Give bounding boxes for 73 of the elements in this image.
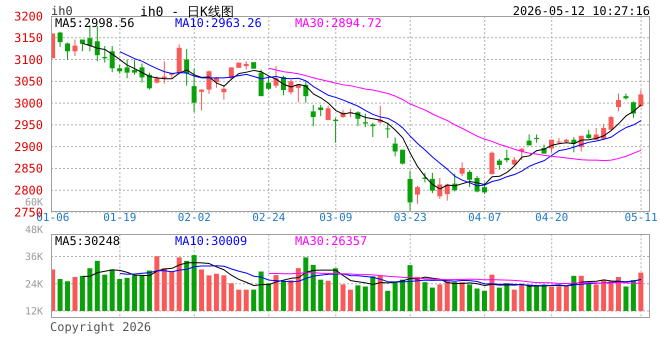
candlestick — [65, 42, 70, 60]
series-label: MA5:2998.56 — [55, 16, 134, 30]
x-tick-label: 02-24 — [252, 210, 286, 224]
y-tick-label: 60K — [24, 198, 43, 209]
y-tick-label: 24K — [24, 279, 43, 290]
line-series — [268, 68, 642, 162]
y-tick-label: 3150 — [14, 31, 43, 46]
y-tick-label: 48K — [24, 224, 43, 236]
text: MA10:2963.26 — [175, 16, 263, 30]
candlestick — [326, 105, 331, 121]
y-tick-label: 2950 — [14, 118, 43, 132]
candlestick — [526, 134, 532, 146]
candlestick — [460, 162, 465, 177]
candlestick — [414, 185, 420, 204]
candlestick — [400, 149, 406, 166]
candlestick — [496, 158, 502, 170]
y-tick-label: 3100 — [14, 52, 43, 67]
y-tick-label: 2900 — [14, 140, 43, 154]
x-tick-label: 01-19 — [103, 210, 136, 224]
x-tick-label: 03-09 — [319, 210, 352, 224]
candlestick — [266, 77, 272, 91]
series-label: MA5:30248 — [55, 234, 122, 248]
x-tick-label: 05-11 — [624, 210, 658, 224]
candlestick — [638, 90, 644, 108]
chart-subtitle: 2026-05-12 10:27:16 — [512, 4, 650, 18]
candlestick — [146, 72, 152, 90]
candlestick — [192, 68, 197, 113]
candlestick — [139, 62, 144, 84]
text: MA30:26357 — [295, 234, 368, 248]
y-tick-label: 36K — [24, 252, 43, 264]
candlestick — [80, 39, 85, 52]
candlestick — [94, 26, 100, 62]
text: MA30:2894.72 — [295, 16, 383, 30]
candlestick — [333, 117, 338, 144]
x-tick-label: 04-07 — [468, 210, 502, 224]
line-series — [119, 265, 642, 287]
candlestick — [110, 46, 115, 73]
candlestick — [58, 31, 63, 48]
candlestick — [586, 129, 592, 140]
line-series — [268, 272, 642, 284]
line-series — [82, 262, 642, 287]
candlestick — [630, 100, 636, 118]
x-tick-label: 02-02 — [178, 210, 211, 224]
candlestick — [392, 137, 398, 157]
candlestick — [72, 39, 78, 57]
candlestick — [408, 170, 413, 212]
y-tick-label: 2850 — [14, 162, 43, 176]
candlestick — [467, 170, 472, 188]
series-label: MA10:30009 — [175, 234, 248, 248]
y-tick-label: 12K — [24, 306, 43, 318]
candlestick — [548, 139, 554, 153]
candlestick — [482, 182, 487, 194]
candlestick — [489, 150, 494, 176]
y-tick-label: 3000 — [14, 96, 43, 110]
candlestick — [132, 59, 138, 76]
candlestick — [512, 156, 517, 167]
candlestick — [385, 122, 390, 138]
candlestick — [616, 93, 622, 112]
text: Copyright 2026 — [50, 320, 152, 334]
candlestick — [437, 178, 442, 200]
candlestick — [310, 104, 316, 127]
candlestick — [504, 149, 510, 163]
candlestick — [199, 88, 204, 112]
y-tick-label: 3050 — [14, 74, 43, 89]
candlestick — [124, 59, 130, 79]
x-tick-label: 03-23 — [394, 210, 427, 224]
candlestick — [221, 84, 226, 100]
candlestick — [608, 115, 614, 131]
y-axis-title: ih0 — [51, 4, 73, 18]
x-tick-label: 04-20 — [535, 210, 568, 224]
y-tick-label: 3200 — [14, 9, 43, 24]
candlestick — [318, 104, 324, 117]
y-tick-label: 2800 — [14, 183, 43, 198]
